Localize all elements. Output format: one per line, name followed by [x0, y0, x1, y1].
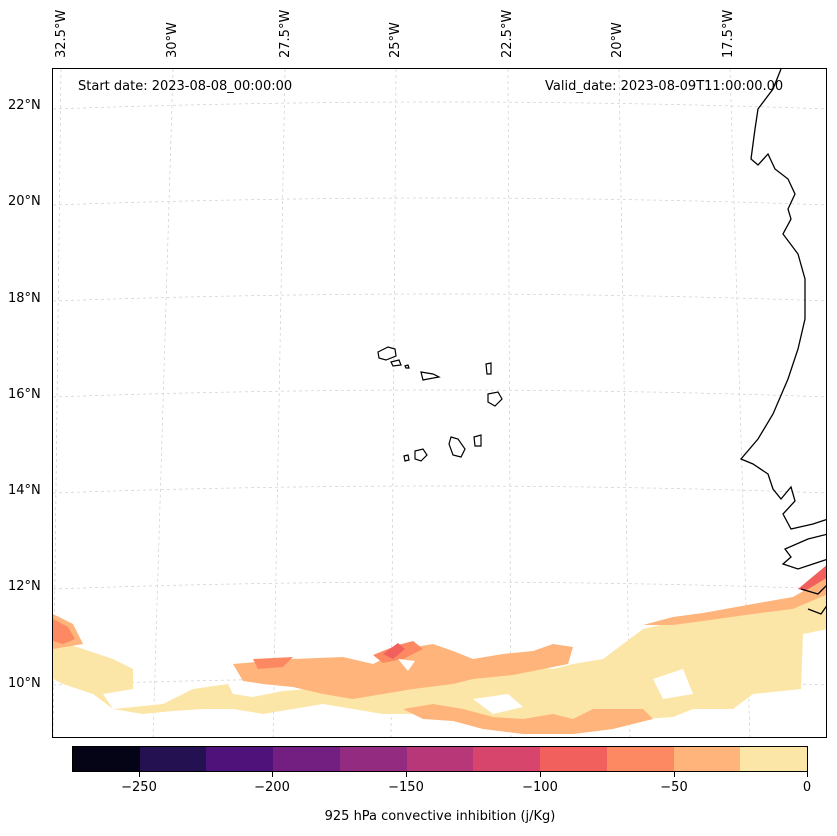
cin-band-minus75-to-minus100-mid — [383, 643, 405, 659]
gridline-22n — [53, 101, 826, 110]
island-santo-antao — [377, 346, 397, 361]
colorbar-tick — [674, 772, 675, 777]
colorbar-title: 925 hPa convective inhibition (j/Kg) — [324, 809, 556, 824]
colorbar-segment — [206, 747, 274, 771]
colorbar-segment — [606, 747, 674, 771]
lon-label-20w: 20°W — [610, 22, 625, 58]
island-fogo — [414, 448, 428, 462]
colorbar-tick-label: 0 — [802, 780, 812, 795]
lon-label-30w: 30°W — [165, 22, 180, 58]
gridline-20w — [618, 69, 631, 737]
gridline-16n — [53, 389, 826, 398]
african-coastline — [739, 69, 826, 530]
colorbar-tick-label: −250 — [121, 780, 157, 795]
cin-contours — [53, 565, 826, 734]
gridline-22-5w — [507, 69, 512, 737]
map-panel[interactable] — [52, 68, 827, 738]
lat-label-12n: 12°N — [8, 579, 41, 594]
lon-label-25w: 25°W — [388, 22, 403, 58]
colorbar-tick — [807, 772, 808, 777]
lat-label-18n: 18°N — [8, 291, 41, 306]
gridline-18n — [53, 293, 826, 302]
island-sao-vicente — [390, 359, 402, 367]
cin-band-0-to-minus25 — [53, 594, 826, 734]
colorbar-tick-label: −200 — [254, 780, 290, 795]
start-date-label: Start date: 2023-08-08_00:00:00 — [78, 79, 293, 94]
gridline-25w — [390, 69, 397, 737]
colorbar-tick — [272, 772, 273, 777]
island-boa-vista — [487, 391, 503, 407]
colorbar-tick — [139, 772, 140, 777]
colorbar-segment — [339, 747, 407, 771]
gridline-30w — [152, 69, 174, 737]
island-santa-luzia — [404, 364, 410, 369]
cin-gap-hole-2 — [473, 694, 523, 714]
colorbar — [72, 746, 808, 772]
lat-label-22n: 22°N — [8, 98, 41, 113]
colorbar-tick — [540, 772, 541, 777]
island-maio — [473, 434, 482, 447]
cin-gap-hole-3 — [653, 669, 693, 699]
colorbar-segment — [740, 747, 808, 771]
cin-band-minus25-to-minus50-mid — [233, 644, 573, 699]
colorbar-segment — [473, 747, 541, 771]
lat-label-10n: 10°N — [8, 676, 41, 691]
colorbar-tick-label: −50 — [660, 780, 688, 795]
colorbar-segment — [406, 747, 474, 771]
gridline-27-5w — [272, 69, 286, 737]
african-coastline-south — [781, 533, 826, 615]
lon-label-17-5w: 17.5°W — [721, 9, 736, 58]
cin-band-minus75-to-minus100-east — [798, 565, 826, 591]
gridline-12n — [53, 581, 826, 590]
cin-band-minus25-to-minus50-south — [403, 704, 653, 734]
colorbar-tick-label: −150 — [388, 780, 424, 795]
island-sao-nicolau — [420, 371, 441, 381]
lon-label-27-5w: 27.5°W — [278, 9, 293, 58]
colorbar-segment — [673, 747, 741, 771]
lat-label-16n: 16°N — [8, 387, 41, 402]
lat-label-14n: 14°N — [8, 483, 41, 498]
gridline-14n — [53, 485, 826, 494]
lon-label-32-5w: 32.5°W — [54, 9, 69, 58]
colorbar-tick — [406, 772, 407, 777]
cape-verde-islands — [377, 346, 503, 462]
cin-band-minus50-to-minus75-west — [53, 619, 75, 644]
island-sal — [485, 362, 492, 375]
colorbar-tick-label: −100 — [522, 780, 558, 795]
island-brava — [403, 454, 410, 462]
lat-label-20n: 20°N — [8, 194, 41, 209]
colorbar-segment — [73, 747, 140, 771]
colorbar-segment — [540, 747, 607, 771]
colorbar-segment — [139, 747, 207, 771]
cin-gap-hole-1 — [398, 659, 415, 671]
map-canvas — [53, 69, 826, 737]
colorbar-segment — [273, 747, 340, 771]
lon-label-22-5w: 22.5°W — [500, 9, 515, 58]
valid-date-label: Valid_date: 2023-08-09T11:00:00.00 — [545, 79, 784, 94]
island-santiago — [448, 436, 466, 458]
cin-band-minus25-to-minus50-east — [643, 578, 826, 625]
